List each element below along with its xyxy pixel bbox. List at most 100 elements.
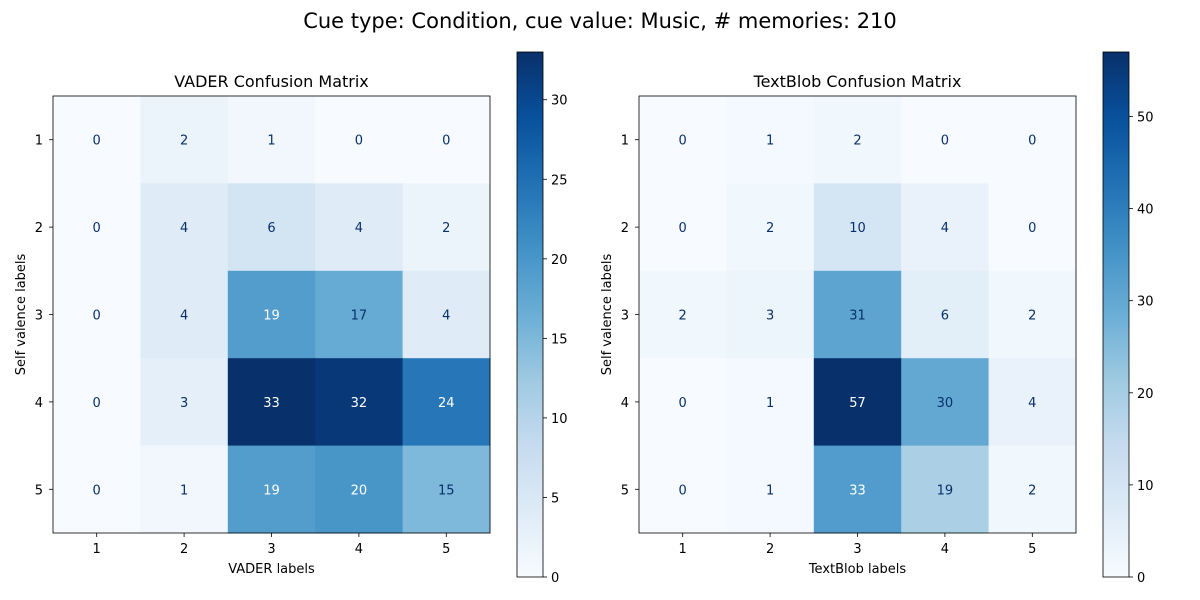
- heatmap-cell: [639, 358, 727, 447]
- heatmap-cell: [813, 96, 902, 184]
- heatmap-cell: [315, 358, 404, 447]
- y-tick-label: 1: [35, 134, 43, 149]
- cell-value-label: 0: [442, 134, 450, 149]
- cell-value-label: 1: [766, 396, 774, 411]
- heatmap-cell: [140, 270, 229, 359]
- cell-value-label: 0: [93, 483, 101, 498]
- cell-value-label: 0: [679, 483, 687, 498]
- colorbar-tick-label: 50: [1137, 110, 1154, 125]
- heatmap-cell: [140, 358, 229, 447]
- heatmap-cell: [639, 96, 727, 184]
- cell-value-label: 1: [267, 134, 275, 149]
- cell-value-label: 30: [937, 396, 954, 411]
- heatmap-cell: [227, 358, 316, 447]
- colorbar-tick-label: 20: [551, 253, 568, 268]
- heatmap-cell: [813, 358, 902, 447]
- colorbar-tick-label: 30: [551, 94, 568, 109]
- heatmap-cell: [227, 96, 316, 184]
- colorbar-tick-label: 25: [551, 173, 568, 188]
- x-tick-label: 5: [1028, 542, 1036, 557]
- cell-value-label: 57: [849, 396, 866, 411]
- heatmap-cell: [988, 270, 1077, 359]
- cell-value-label: 19: [263, 483, 280, 498]
- heatmap-cell: [988, 183, 1077, 272]
- y-tick-label: 4: [35, 396, 43, 411]
- heatmap-cell: [53, 270, 141, 359]
- cell-value-label: 32: [351, 396, 368, 411]
- heatmap-cell: [639, 445, 727, 534]
- cell-value-label: 3: [180, 396, 188, 411]
- colorbar-tick-label: 10: [551, 412, 568, 427]
- chart-title: VADER Confusion Matrix: [174, 72, 369, 91]
- x-tick-label: 2: [180, 542, 188, 557]
- x-tick-label: 1: [93, 542, 101, 557]
- heatmap-cell: [402, 183, 491, 272]
- heatmap-cell: [140, 445, 229, 534]
- cell-value-label: 4: [442, 309, 450, 324]
- cell-value-label: 0: [355, 134, 363, 149]
- heatmap-cell: [726, 96, 815, 184]
- cell-value-label: 2: [1028, 309, 1036, 324]
- cell-value-label: 0: [1028, 134, 1036, 149]
- heatmap-cell: [227, 183, 316, 272]
- heatmap-cell: [227, 270, 316, 359]
- heatmap-cell: [813, 270, 902, 359]
- cell-value-label: 6: [941, 309, 949, 324]
- heatmap-cell: [315, 270, 404, 359]
- cell-value-label: 0: [679, 134, 687, 149]
- heatmap-cell: [315, 183, 404, 272]
- cell-value-label: 0: [679, 396, 687, 411]
- heatmap-cell: [402, 96, 491, 184]
- colorbar-tick-label: 0: [1137, 571, 1145, 586]
- cell-value-label: 0: [93, 309, 101, 324]
- x-axis-label: TextBlob labels: [808, 562, 907, 577]
- cell-value-label: 4: [1028, 396, 1036, 411]
- cell-value-label: 4: [180, 221, 188, 236]
- cell-value-label: 2: [180, 134, 188, 149]
- y-axis-label: Self valence labels: [14, 253, 29, 375]
- heatmap-cell: [140, 183, 229, 272]
- cell-value-label: 4: [941, 221, 949, 236]
- heatmap-cell: [315, 96, 404, 184]
- heatmap-cell: [813, 183, 902, 272]
- cell-value-label: 17: [351, 309, 368, 324]
- x-tick-label: 3: [853, 542, 861, 557]
- heatmap-cell: [813, 445, 902, 534]
- heatmap-cell: [53, 183, 141, 272]
- heatmap-cell: [227, 445, 316, 534]
- colorbar-tick-label: 5: [551, 491, 559, 506]
- cell-value-label: 2: [766, 221, 774, 236]
- x-tick-label: 4: [941, 542, 949, 557]
- cell-value-label: 0: [93, 134, 101, 149]
- chart-title: TextBlob Confusion Matrix: [753, 72, 962, 91]
- colorbar-tick-label: 30: [1137, 295, 1154, 310]
- colorbar-tick-label: 20: [1137, 387, 1154, 402]
- x-tick-label: 2: [766, 542, 774, 557]
- colorbar-tick-label: 40: [1137, 203, 1154, 218]
- heatmap-cell: [988, 445, 1077, 534]
- cell-value-label: 6: [267, 221, 275, 236]
- cell-value-label: 19: [263, 309, 280, 324]
- textblob-confusion-matrix: 0 1 2 0 00 2 10 4 02 3 31 6 20 1 57 30 40 1 33 19 21 2 3 4 51234…: [600, 51, 1154, 586]
- cell-value-label: 4: [180, 309, 188, 324]
- heatmap-cell: [140, 96, 229, 184]
- y-tick-label: 3: [35, 309, 43, 324]
- cell-value-label: 1: [180, 483, 188, 498]
- heatmap-cell: [315, 445, 404, 534]
- y-tick-label: 5: [621, 483, 629, 498]
- heatmap-cell: [402, 445, 491, 534]
- x-axis-label: VADER labels: [228, 562, 315, 577]
- cell-value-label: 1: [766, 134, 774, 149]
- cell-value-label: 0: [941, 134, 949, 149]
- colorbar-tick-label: 15: [551, 332, 568, 347]
- y-tick-label: 2: [35, 221, 43, 236]
- y-tick-label: 1: [621, 134, 629, 149]
- figure-suptitle: Cue type: Condition, cue value: Music, #…: [303, 9, 897, 33]
- heatmap-cell: [402, 358, 491, 447]
- x-tick-label: 1: [679, 542, 687, 557]
- cell-value-label: 31: [849, 309, 866, 324]
- cell-value-label: 19: [937, 483, 954, 498]
- x-tick-label: 4: [355, 542, 363, 557]
- cell-value-label: 0: [679, 221, 687, 236]
- heatmap-cell: [988, 358, 1077, 447]
